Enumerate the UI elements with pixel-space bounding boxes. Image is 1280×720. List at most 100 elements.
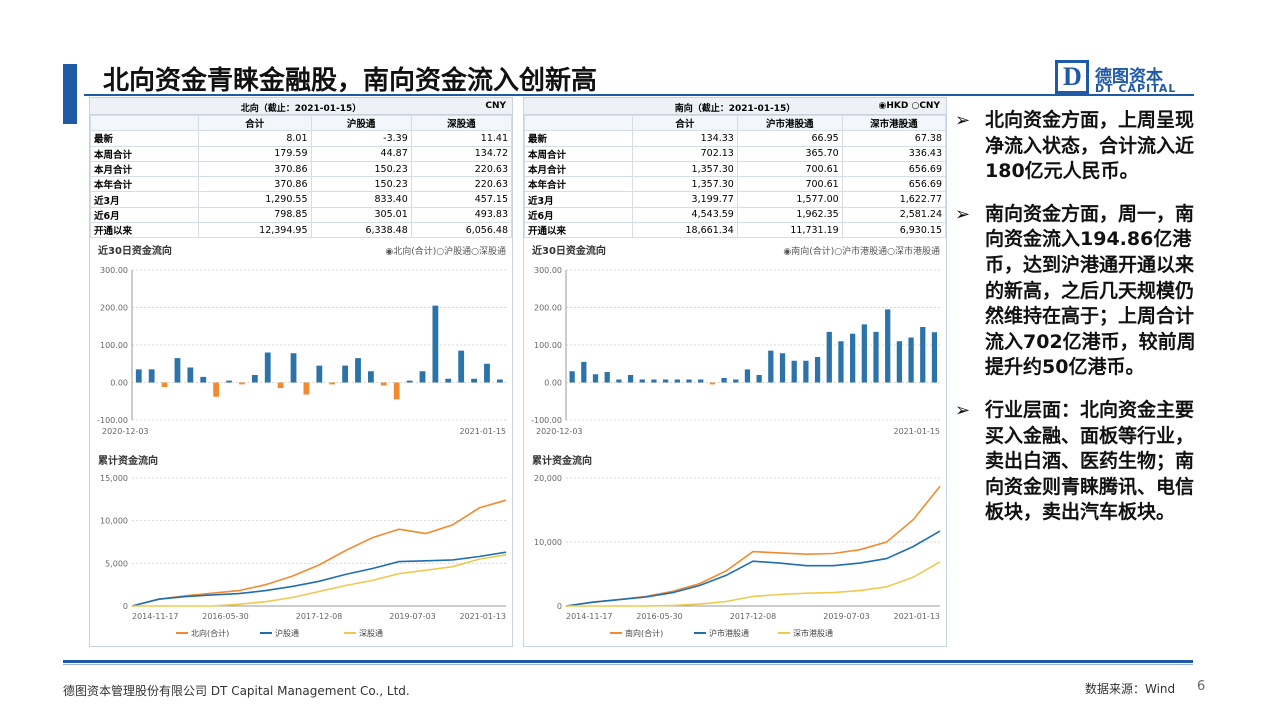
bar [569, 371, 575, 383]
table-cell: 8.01 [198, 130, 312, 147]
bullet-text: 北向资金方面，上周呈现净流入状态，合计流入近180亿元人民币。 [985, 109, 1195, 183]
chart-title: 近30日资金流向 [98, 244, 172, 257]
table-cell: -3.39 [310, 130, 412, 147]
bar [290, 353, 297, 383]
y-tick-label: 20,000 [534, 474, 562, 483]
x-tick-label: 2021-01-15 [894, 427, 941, 436]
x-tick-label: 2021-01-13 [894, 612, 941, 621]
title-accent-bar [63, 64, 77, 124]
bar [239, 382, 245, 385]
column-header: 合计 [198, 114, 312, 132]
bar [251, 375, 258, 383]
bar [380, 382, 387, 386]
column-header: 深市港股通 [841, 114, 947, 132]
y-tick-label: 0 [557, 602, 562, 611]
arrow-icon: ➢ [955, 203, 971, 225]
bar [920, 327, 926, 383]
table-cell: 305.01 [310, 206, 412, 224]
series-line [131, 551, 507, 607]
bullet-south: ➢ 南向资金方面，周一，南向资金流入194.86亿港币，达到沪港通开通以来的新高，… [955, 202, 1200, 381]
y-tick-label: 200.00 [100, 304, 128, 313]
x-tick-label: 2019-07-03 [823, 612, 870, 621]
y-tick-label: 10,000 [534, 538, 562, 547]
south-table-header: 南向（截止：2021-01-15） ◉HKD ○CNY [524, 98, 946, 115]
bar [200, 376, 207, 383]
legend-label: 沪股通 [275, 628, 299, 638]
footer-source: 数据来源：Wind [1085, 682, 1176, 696]
table-cell: 6,338.48 [310, 222, 412, 239]
table-cell: 本年合计 [90, 176, 199, 193]
table-cell: 220.63 [410, 176, 513, 193]
south-flow-table: 合计 沪市港股通 深市港股通 最新 134.33 66.95 67.38 本周合计 702.13… [524, 114, 947, 239]
table-cell: 最新 [524, 130, 633, 147]
y-tick-label: 300.00 [100, 266, 128, 275]
table-row: 本月合计 370.86 150.23 220.63 [90, 160, 513, 178]
column-header [90, 114, 199, 132]
table-row: 本年合计 1,357.30 700.61 656.69 [524, 176, 947, 193]
y-tick-label: 5,000 [105, 559, 128, 568]
legend-label: 深股通 [359, 628, 383, 638]
table-cell: 702.13 [632, 145, 738, 162]
bullet-industry: ➢ 行业层面：北向资金主要买入金融、面板等行业，卖出白酒、医药生物；南向资金则青睐… [955, 398, 1200, 526]
bar [187, 367, 194, 383]
table-cell: 150.23 [310, 176, 412, 193]
chart-legend: ◉北向(合计)○沪股通○深股通 [385, 245, 506, 257]
bar [733, 379, 739, 383]
table-cell: 220.63 [410, 160, 513, 178]
table-row: 开通以来 12,394.95 6,338.48 6,056.48 [90, 222, 513, 239]
bar [627, 375, 634, 383]
x-tick-label: 2014-11-17 [132, 612, 179, 621]
company-logo: D 德图资本 DT CAPITAL [1055, 60, 1190, 96]
south-currency-toggle[interactable]: ◉HKD ○CNY [878, 101, 940, 111]
south-cumulative-chart: 累计资金流向 20,000 10,000 0 2014-11-17 2016-05-30 2… [524, 450, 948, 645]
arrow-icon: ➢ [955, 399, 971, 421]
x-tick-label: 2020-12-03 [536, 427, 583, 436]
table-cell: 1,962.35 [736, 206, 843, 224]
bar [368, 371, 374, 383]
chart-title: 累计资金流向 [532, 454, 592, 467]
table-cell: 本周合计 [524, 145, 633, 162]
commentary-list: ➢ 北向资金方面，上周呈现净流入状态，合计流入近180亿元人民币。 ➢ 南向资金方面… [955, 108, 1200, 543]
table-cell: 656.69 [841, 176, 947, 193]
bullet-text: 南向资金方面，周一，南向资金流入194.86亿港币，达到沪港通开通以来的新高，之… [985, 202, 1196, 379]
x-tick-label: 2019-07-03 [389, 612, 436, 621]
table-cell: 1,577.00 [736, 191, 843, 208]
table-row: 近6月 4,543.59 1,962.35 2,581.24 [524, 206, 947, 224]
bar [484, 363, 490, 383]
bar [316, 365, 323, 383]
table-cell: 67.38 [841, 130, 947, 147]
table-cell: 11.41 [410, 130, 513, 147]
table-cell: 66.95 [736, 130, 843, 147]
south-panel: 南向（截止：2021-01-15） ◉HKD ○CNY 合计 沪市港股通 深市港股通… [523, 97, 947, 647]
bar [277, 382, 284, 389]
table-cell: 833.40 [310, 191, 412, 208]
x-tick-label: 2014-11-17 [566, 612, 613, 621]
table-cell: 457.15 [410, 191, 513, 208]
table-cell: 4,543.59 [632, 206, 738, 224]
table-row: 近3月 3,199.77 1,577.00 1,622.77 [524, 191, 947, 208]
north-panel: 北向（截止：2021-01-15） CNY 合计 沪股通 深股通 最新 8.01 -3.3… [89, 97, 513, 647]
bar [791, 360, 797, 383]
table-cell: 6,930.15 [841, 222, 947, 239]
south-table-title: 南向（截止：2021-01-15） [674, 104, 796, 114]
bar [496, 379, 503, 383]
column-header: 深股通 [410, 114, 513, 132]
legend-label: 南向(合计) [625, 628, 663, 638]
bar [581, 361, 587, 383]
bar [896, 341, 903, 383]
column-header: 合计 [632, 114, 738, 132]
south-bar-chart: 近30日资金流向 ◉南向(合计)○沪市港股通○深市港股通 300.00 200.00 1… [524, 238, 948, 438]
table-cell: 6,056.48 [410, 222, 513, 239]
bar [355, 358, 361, 383]
y-tick-label: 15,000 [100, 474, 128, 483]
north-currency: CNY [485, 101, 506, 111]
table-row: 最新 134.33 66.95 67.38 [524, 130, 947, 147]
table-cell: 700.61 [736, 160, 843, 178]
bar [135, 369, 142, 383]
bar [850, 333, 856, 383]
x-tick-label: 2021-01-15 [460, 427, 507, 436]
bar [226, 380, 232, 383]
table-cell: 开通以来 [524, 222, 633, 239]
table-cell: 12,394.95 [198, 222, 312, 239]
logo-letter: D [1063, 62, 1082, 91]
